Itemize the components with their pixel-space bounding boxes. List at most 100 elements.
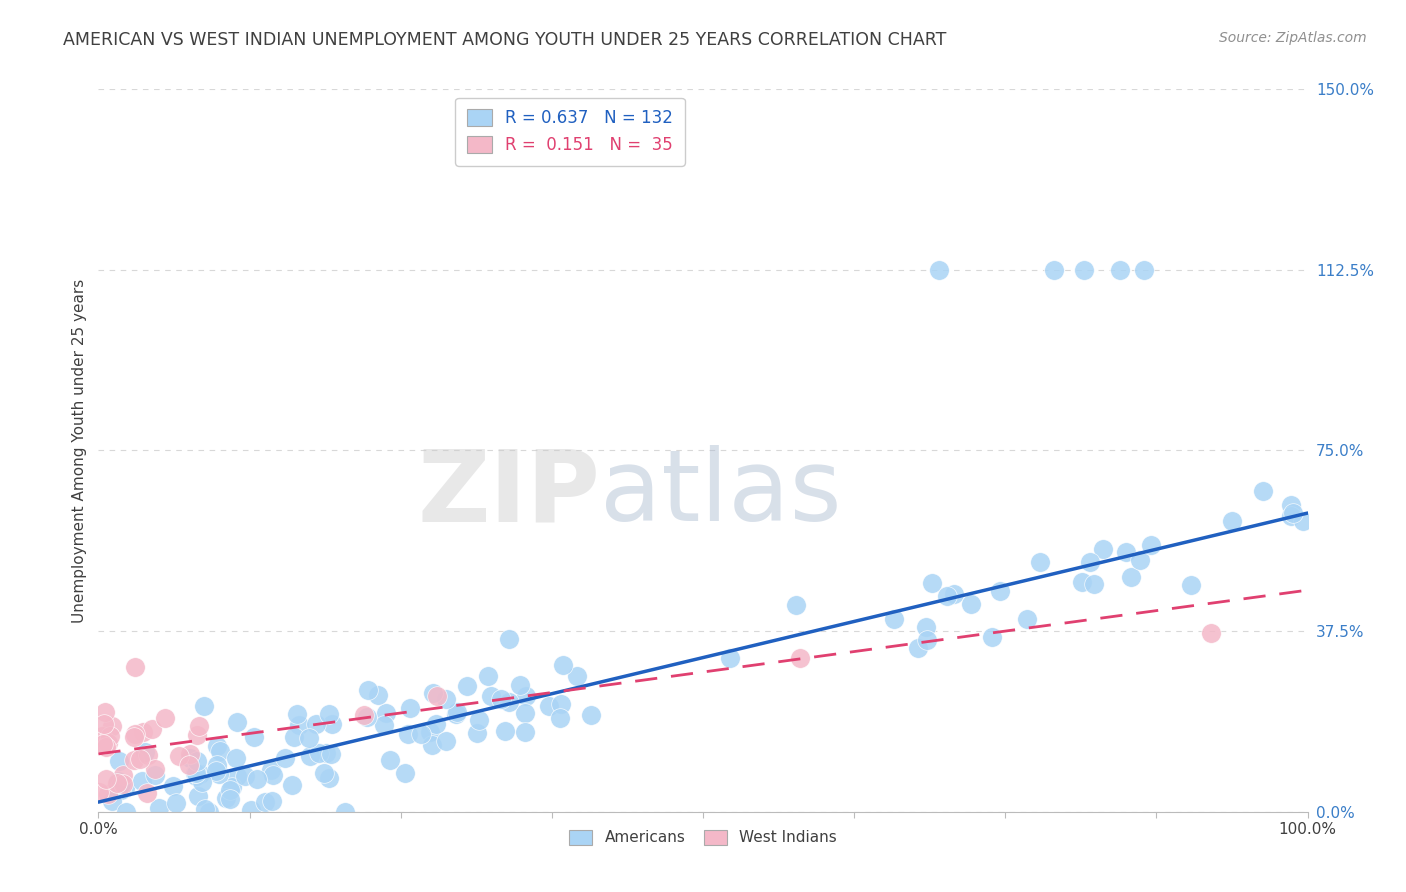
Point [165, 796, 187, 810]
Point [132, 724, 155, 739]
Point [718, 651, 741, 665]
Legend: Americans, West Indians: Americans, West Indians [560, 821, 846, 855]
Point [298, 731, 321, 746]
Point [305, 716, 328, 731]
Point [356, 710, 378, 724]
Point [1017, 612, 1039, 626]
Point [100, 719, 122, 733]
Point [191, 775, 214, 789]
Point [225, 768, 247, 782]
Point [281, 779, 304, 793]
Point [208, 767, 231, 781]
Point [138, 747, 160, 762]
Point [419, 725, 441, 739]
Point [186, 728, 208, 742]
Point [915, 632, 938, 647]
Point [1083, 577, 1105, 591]
Point [1140, 538, 1163, 552]
Point [882, 612, 904, 626]
Point [184, 765, 207, 780]
Point [107, 782, 129, 797]
Point [434, 691, 457, 706]
Point [425, 716, 447, 731]
Point [394, 766, 416, 780]
Point [513, 706, 536, 720]
Point [315, 746, 337, 760]
Point [1199, 626, 1222, 640]
Point [422, 686, 444, 700]
Text: AMERICAN VS WEST INDIAN UNEMPLOYMENT AMONG YOUTH UNDER 25 YEARS CORRELATION CHAR: AMERICAN VS WEST INDIAN UNEMPLOYMENT AMO… [63, 31, 946, 49]
Point [153, 711, 176, 725]
Point [205, 764, 228, 779]
Point [143, 768, 166, 782]
Point [143, 762, 166, 776]
Point [122, 753, 145, 767]
Point [1070, 575, 1092, 590]
Point [928, 262, 950, 277]
Point [101, 794, 124, 808]
Point [112, 768, 135, 782]
Point [93, 717, 115, 731]
Point [321, 716, 343, 731]
Point [1121, 569, 1143, 583]
Point [353, 708, 375, 723]
Point [94, 705, 117, 719]
Text: atlas: atlas [600, 445, 842, 542]
Point [579, 708, 602, 723]
Point [141, 723, 163, 737]
Point [357, 682, 380, 697]
Point [107, 776, 129, 790]
Point [1073, 262, 1095, 277]
Point [246, 772, 269, 786]
Point [1129, 553, 1152, 567]
Point [1281, 506, 1303, 520]
Point [1180, 578, 1202, 592]
Point [548, 711, 571, 725]
Point [262, 768, 284, 782]
Point [1115, 545, 1137, 559]
Point [288, 718, 311, 732]
Point [308, 746, 330, 760]
Point [914, 620, 936, 634]
Point [375, 706, 398, 720]
Point [110, 783, 132, 797]
Point [260, 764, 283, 778]
Point [373, 718, 395, 732]
Point [124, 730, 146, 744]
Point [274, 751, 297, 765]
Point [169, 749, 191, 764]
Point [494, 724, 516, 739]
Point [318, 707, 340, 722]
Point [1292, 514, 1315, 528]
Point [936, 589, 959, 603]
Point [194, 802, 217, 816]
Point [789, 650, 811, 665]
Point [239, 803, 262, 817]
Point [148, 801, 170, 815]
Point [136, 786, 159, 800]
Point [907, 641, 929, 656]
Point [131, 774, 153, 789]
Point [205, 758, 228, 772]
Point [959, 597, 981, 611]
Point [299, 749, 322, 764]
Point [411, 727, 433, 741]
Point [1251, 483, 1274, 498]
Point [420, 738, 443, 752]
Point [468, 713, 491, 727]
Point [498, 632, 520, 646]
Y-axis label: Unemployment Among Youth under 25 years: Unemployment Among Youth under 25 years [72, 278, 87, 623]
Point [124, 660, 146, 674]
Point [187, 719, 209, 733]
Point [108, 754, 131, 768]
Point [785, 599, 807, 613]
Point [1133, 262, 1156, 277]
Point [550, 697, 572, 711]
Point [434, 733, 457, 747]
Point [162, 779, 184, 793]
Point [90, 729, 112, 743]
Point [87, 785, 110, 799]
Point [242, 730, 264, 744]
Point [378, 753, 401, 767]
Point [193, 699, 215, 714]
